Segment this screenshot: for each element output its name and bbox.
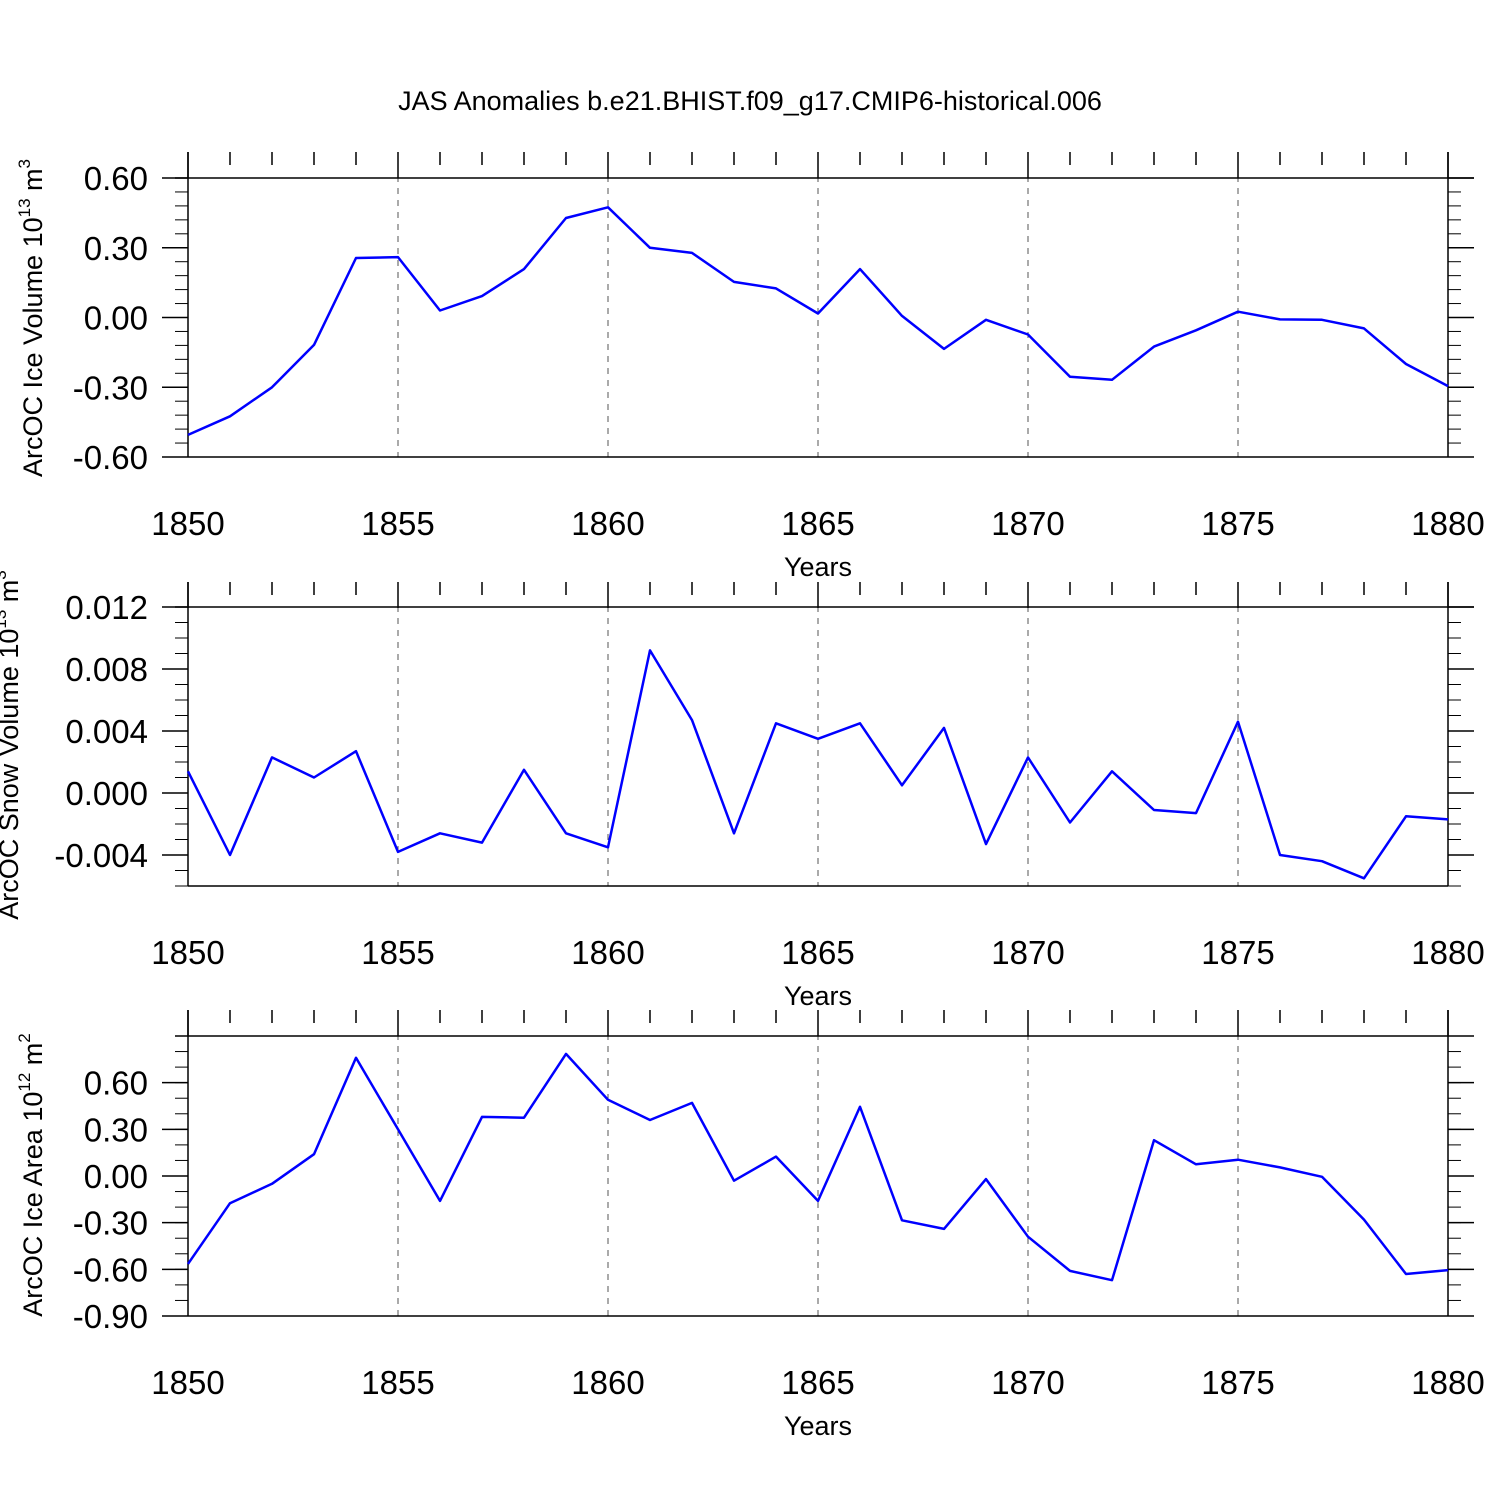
y-tick-label: 0.60: [84, 1065, 148, 1102]
x-tick-label: 1870: [991, 934, 1064, 971]
y-tick-label: 0.30: [84, 1111, 148, 1148]
x-axis-label: Years: [784, 1411, 852, 1441]
x-tick-label: 1855: [361, 505, 434, 542]
y-axis-label: ArcOC Ice Area 1012 m2: [15, 1033, 48, 1317]
x-tick-label: 1875: [1201, 1364, 1274, 1401]
x-tick-label: 1880: [1411, 934, 1484, 971]
x-tick-label: 1870: [991, 505, 1064, 542]
x-tick-label: 1865: [781, 1364, 854, 1401]
x-tick-label: 1865: [781, 505, 854, 542]
x-tick-label: 1875: [1201, 505, 1274, 542]
x-axis-label: Years: [784, 552, 852, 582]
y-tick-label: -0.90: [73, 1298, 148, 1335]
series-line: [186, 649, 1449, 880]
x-tick-label: 1875: [1201, 934, 1274, 971]
x-axis-label: Years: [784, 981, 852, 1011]
x-tick-label: 1880: [1411, 505, 1484, 542]
x-tick-label: 1860: [571, 934, 644, 971]
y-tick-label: 0.008: [65, 651, 148, 688]
x-tick-label: 1860: [571, 1364, 644, 1401]
y-tick-label: -0.60: [73, 1251, 148, 1288]
y-tick-label: 0.000: [65, 775, 148, 812]
y-tick-label: 0.012: [65, 589, 148, 626]
series-line: [186, 1052, 1449, 1282]
y-tick-label: 0.00: [84, 300, 148, 337]
x-tick-label: 1855: [361, 1364, 434, 1401]
panel-2: 0.012 0.008 0.004 0.000 -0.004 1850 1855 1860 18…: [0, 570, 1485, 1011]
x-tick-label: 1850: [151, 505, 224, 542]
y-tick-label: -0.30: [73, 369, 148, 406]
y-tick-label: -0.30: [73, 1205, 148, 1242]
y-tick-label: -0.004: [54, 837, 148, 874]
y-tick-label: 0.004: [65, 713, 148, 750]
x-tick-label: 1860: [571, 505, 644, 542]
x-tick-label: 1850: [151, 1364, 224, 1401]
y-tick-label: 0.30: [84, 230, 148, 267]
figure-title: JAS Anomalies b.e21.BHIST.f09_g17.CMIP6-…: [398, 86, 1102, 116]
x-tick-label: 1855: [361, 934, 434, 971]
x-tick-label: 1850: [151, 934, 224, 971]
x-tick-label: 1870: [991, 1364, 1064, 1401]
y-axis-label: ArcOC Ice Volume 1013 m3: [15, 159, 48, 477]
x-tick-label: 1880: [1411, 1364, 1484, 1401]
x-tick-label: 1865: [781, 934, 854, 971]
y-tick-label: -0.60: [73, 439, 148, 476]
series-line: [187, 206, 1449, 437]
y-axis-label: ArcOC Snow Volume 1013 m3: [0, 570, 24, 920]
y-tick-label: 0.60: [84, 160, 148, 197]
y-tick-label: 0.00: [84, 1158, 148, 1195]
